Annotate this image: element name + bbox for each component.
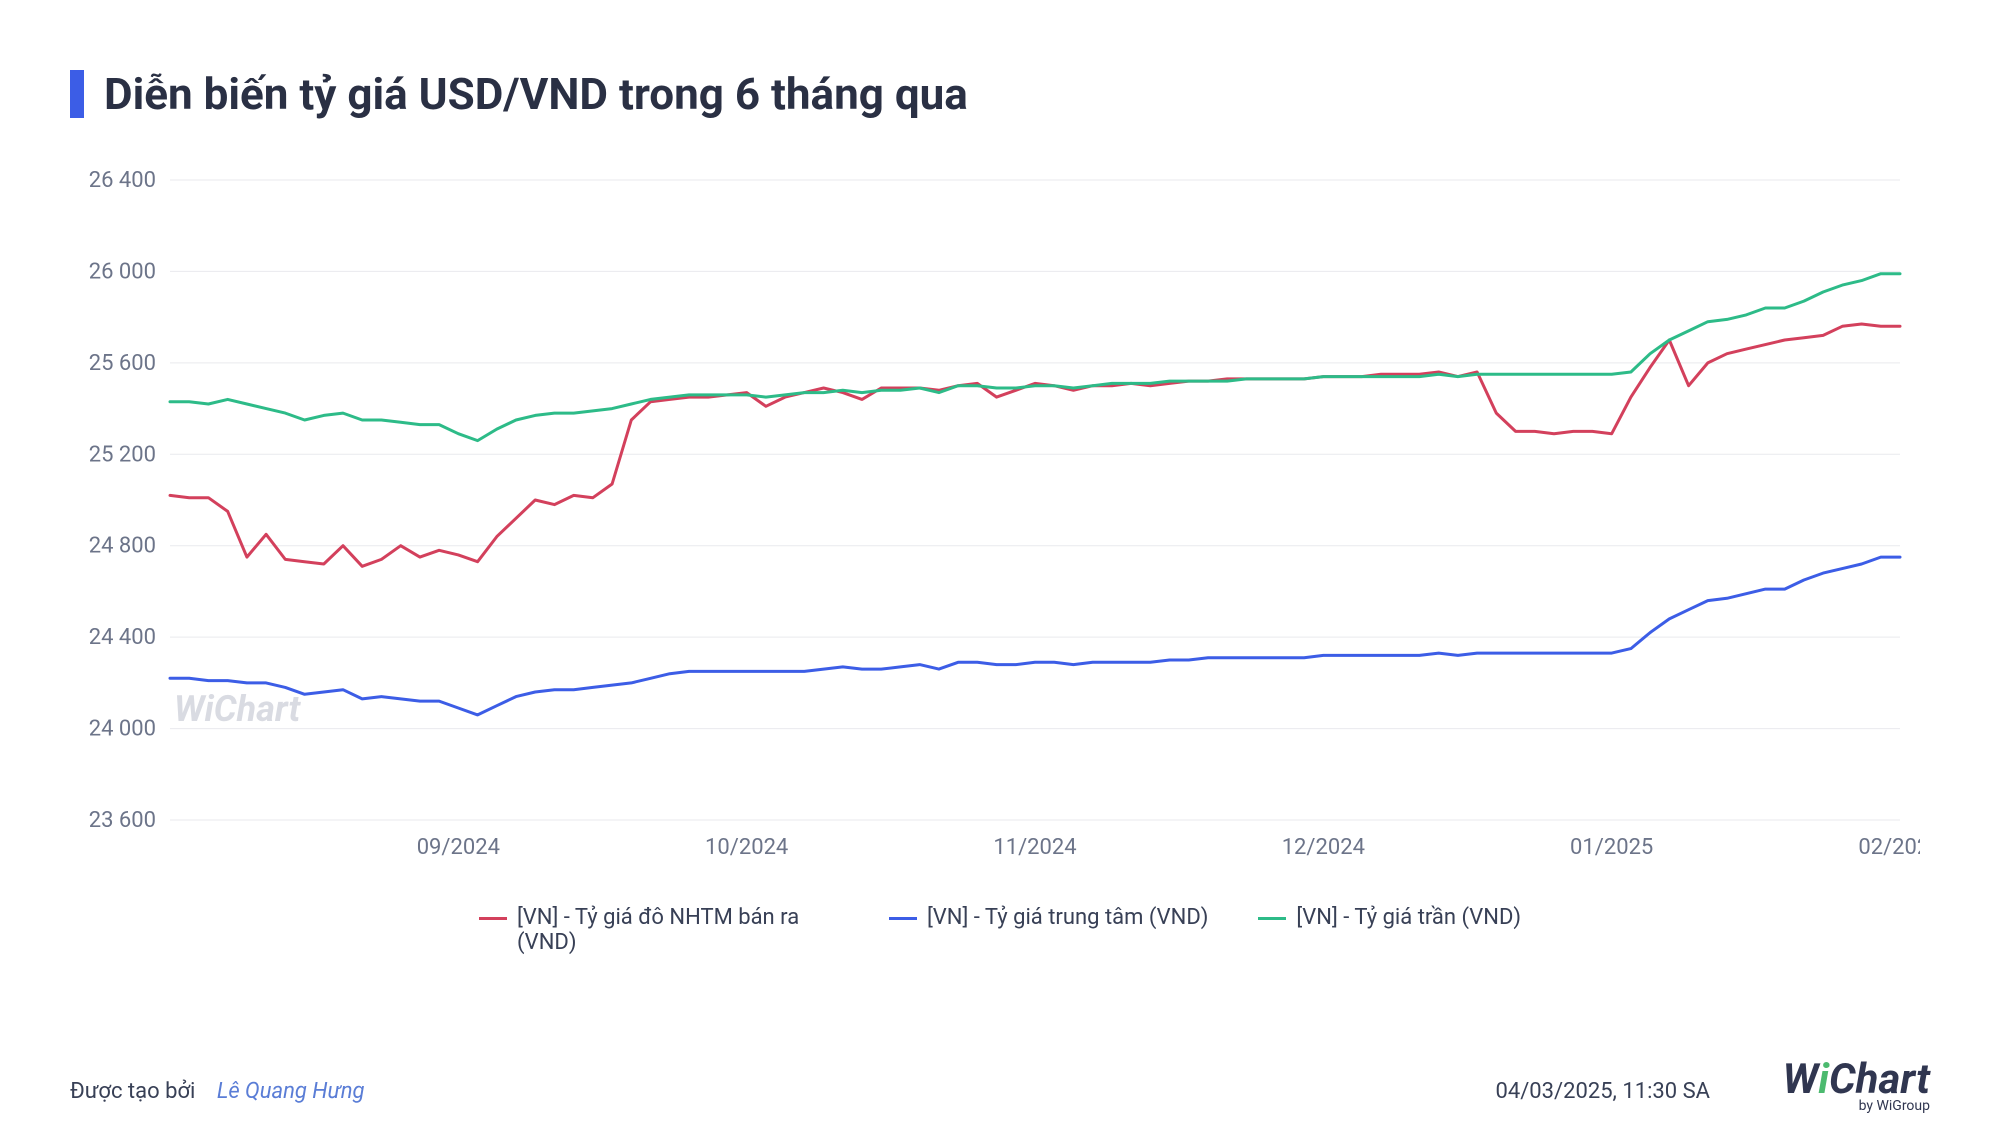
svg-text:25 600: 25 600 (89, 351, 156, 376)
chart-svg: 23 600 24 000 24 400 24 800 25 200 25 600 26 0… (60, 160, 1920, 880)
legend-swatch (479, 917, 507, 920)
svg-text:26 400: 26 400 (89, 168, 156, 193)
legend-item: [VN] - Tỷ giá đô NHTM bán ra (VND) (479, 905, 839, 955)
logo-dot: i (1818, 1055, 1829, 1104)
legend-item: [VN] - Tỷ giá trung tâm (VND) (889, 905, 1208, 955)
legend-swatch (889, 917, 917, 920)
logo-prefix: W (1783, 1055, 1819, 1104)
legend-label: [VN] - Tỷ giá trần (VND) (1296, 905, 1521, 930)
logo-main: WiChart (1783, 1055, 1930, 1104)
timestamp: 04/03/2025, 11:30 SA (1495, 1079, 1710, 1104)
legend-label: [VN] - Tỷ giá đô NHTM bán ra (VND) (517, 905, 839, 955)
legend-item: [VN] - Tỷ giá trần (VND) (1258, 905, 1521, 955)
svg-text:01/2025: 01/2025 (1570, 835, 1653, 860)
svg-text:12/2024: 12/2024 (1282, 835, 1365, 860)
svg-text:02/2025: 02/2025 (1858, 835, 1920, 860)
svg-text:11/2024: 11/2024 (993, 835, 1076, 860)
legend-swatch (1258, 917, 1286, 920)
logo-suffix: Chart (1829, 1055, 1930, 1104)
created-by-label: Được tạo bởi (70, 1079, 195, 1104)
logo-sub: by WiGroup (1859, 1098, 1930, 1114)
svg-text:25 200: 25 200 (89, 442, 156, 467)
svg-text:10/2024: 10/2024 (705, 835, 788, 860)
svg-text:24 000: 24 000 (89, 717, 156, 742)
footer: Được tạo bởi Lê Quang Hưng 04/03/2025, 1… (70, 1079, 1930, 1104)
svg-text:24 400: 24 400 (89, 625, 156, 650)
chart-legend: [VN] - Tỷ giá đô NHTM bán ra (VND) [VN] -… (0, 905, 2000, 955)
svg-text:23 600: 23 600 (89, 808, 156, 833)
brand-logo: WiChart by WiGroup (1783, 1055, 1930, 1114)
title-accent-bar (70, 70, 84, 118)
chart-plot-area: 23 600 24 000 24 400 24 800 25 200 25 600 26 0… (60, 160, 1920, 880)
author-name: Lê Quang Hưng (217, 1079, 365, 1104)
chart-title: Diễn biến tỷ giá USD/VND trong 6 tháng q… (104, 68, 968, 120)
legend-label: [VN] - Tỷ giá trung tâm (VND) (927, 905, 1208, 930)
chart-title-container: Diễn biến tỷ giá USD/VND trong 6 tháng q… (70, 68, 968, 120)
svg-text:26 000: 26 000 (89, 259, 156, 284)
svg-text:24 800: 24 800 (89, 534, 156, 559)
svg-text:09/2024: 09/2024 (417, 835, 500, 860)
footer-left: Được tạo bởi Lê Quang Hưng (70, 1079, 364, 1104)
